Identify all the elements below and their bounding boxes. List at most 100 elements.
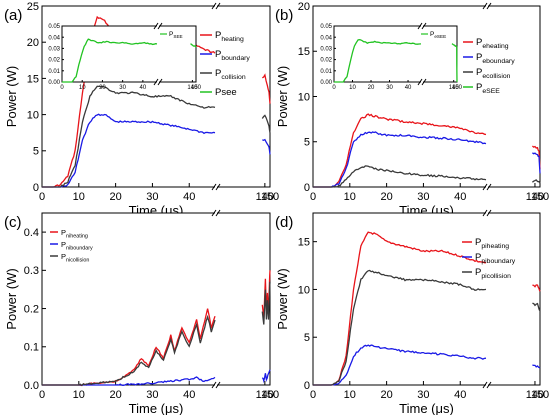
inset-plot-area [334,26,457,82]
main-xtick-label: 140 [256,389,274,401]
inset-ytick-label: 0.03 [320,47,332,53]
main-xtick-label: 10 [344,389,356,401]
series-line-Pboundary-before-break [42,113,216,188]
legend-label-Pcollision: Pcollision [215,68,246,81]
main-ytick-label: 0.1 [24,342,39,354]
series-line-Ppicollision-after-break [532,302,541,312]
inset-legend-label-sub: SEE [173,34,182,39]
axis-break-mark [211,2,217,10]
axis-break-mark [421,22,427,30]
main-plot-area [313,213,540,385]
legend-label-Peheating: Peheating [476,37,509,50]
inset-xtick-label: 140 [449,85,460,91]
legend-label-Psee-main: Psee [215,87,237,98]
main-xtick-label: 150 [261,389,279,401]
inset-legend-label-main: P [169,31,173,38]
y-axis-label: Power (W) [275,66,290,127]
main-xtick-label: 140 [526,389,544,401]
main-ytick-label: 25 [27,1,39,13]
inset-xtick-label: 150 [191,85,202,91]
inset-series-line-before-break [334,39,422,83]
main-ytick-label: 0.4 [24,227,39,239]
axis-break-mark [215,381,221,389]
legend-label-Pniheating-main: P [61,228,66,237]
main-ytick-label: 5 [304,332,310,344]
inset-ytick-label: 0.01 [48,69,60,75]
main-frame-right [488,5,541,188]
inset-ytick-label: 0.02 [48,58,60,64]
inset-xtick-label: 20 [368,85,375,91]
legend-label-Ppiboundary-main: P [475,252,481,263]
main-xtick-label: 20 [380,389,392,401]
inset-legend-label-main: P [430,31,434,38]
legend-label-PeSEE-main: P [476,82,482,93]
main-ytick-label: 20 [298,1,310,13]
axis-break-mark [157,78,163,86]
main-frame-right [217,212,271,386]
main-xtick-label: 140 [256,191,274,203]
main-xtick-label: 30 [146,191,158,203]
axis-break-mark [157,22,163,30]
axis-break-mark [215,183,221,191]
inset-legend-label: PeSEE [430,31,446,39]
inset-legend-label-sub: eSEE [434,34,446,39]
axis-break-mark [215,209,221,217]
main-ytick-label: 0 [304,182,310,194]
main-ytick-label: 0 [33,182,39,194]
legend-label-Pnicollision-sub: nicollision [66,257,89,263]
main-xtick-label: 40 [183,389,195,401]
main-xtick-label: 150 [261,191,279,203]
legend-label-Pniboundary-sub: niboundary [66,245,93,251]
legend-label-Ppiboundary: Ppiboundary [475,252,516,265]
series-line-Pcollision-before-break [42,85,216,188]
legend-label-Peheating-main: P [476,37,482,48]
legend-label-Pboundary-main: P [215,49,221,60]
legend-label-Pnicollision: Pnicollision [61,252,89,263]
series-line-Pniboundary-after-break [261,369,271,384]
inset-xtick-label: 20 [99,85,106,91]
main-ytick-label: 0.3 [24,265,39,277]
series-line-Ppicollision-before-break [313,269,487,386]
series-line-Pnicollision-after-break [261,281,271,325]
main-xtick-label: 40 [183,191,195,203]
legend-label-Pheating-main: P [215,30,221,41]
series-line-Pheating-after-break [261,73,271,104]
main-xtick-label: 30 [417,389,429,401]
axis-break-mark [417,78,423,86]
axis-break-mark [421,78,427,86]
main-ytick-label: 5 [304,137,310,149]
panel-label: (c) [4,214,22,231]
axis-break-mark [486,381,492,389]
main-xtick-label: 30 [146,389,158,401]
axis-break-mark [211,183,217,191]
axis-break-mark [211,381,217,389]
legend-label-Pheating-sub: heating [221,36,244,43]
legend-label-Pniheating: Pniheating [61,228,88,239]
main-ytick-label: 0.0 [24,380,39,392]
inset-xtick-label: 30 [386,85,393,91]
series-line-Pcollision-after-break [261,114,271,133]
inset-ytick-label: 0.01 [320,69,332,75]
main-ytick-label: 10 [298,91,310,103]
series-line-Ppiheating-after-break [532,284,541,292]
inset-series-line-after-break [451,43,458,83]
legend-label-Ppiheating-sub: piheating [481,243,509,250]
axis-break-mark [417,22,423,30]
main-xtick-label: 0 [310,389,316,401]
legend-label-Pcollision-sub: collision [221,74,245,81]
axis-break-mark [153,78,159,86]
main-frame-left [41,5,215,188]
main-frame-left [312,212,486,386]
series-line-Peheating-before-break [313,113,487,188]
main-plot-area [42,213,270,385]
series-line-Peboundary-before-break [313,131,487,188]
inset-xtick-label: 40 [140,85,147,91]
inset-xtick-label: 10 [349,85,356,91]
main-ytick-label: 15 [298,46,310,58]
